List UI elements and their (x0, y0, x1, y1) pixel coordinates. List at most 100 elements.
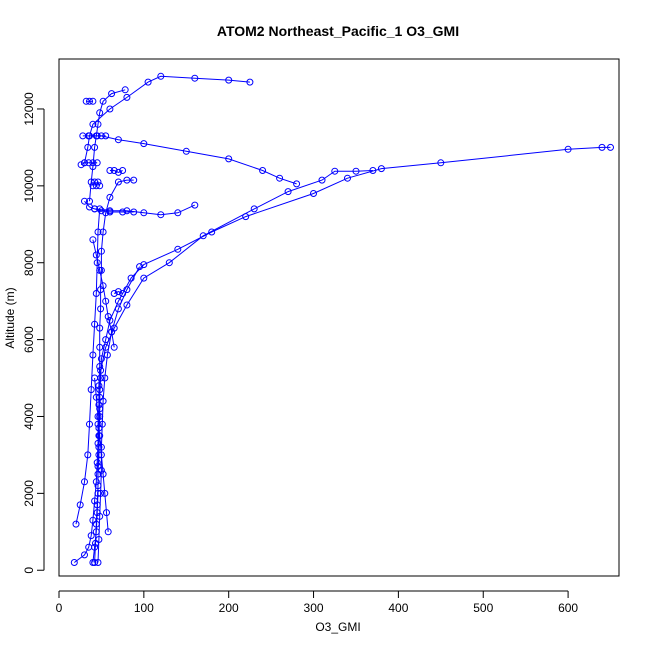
data-point (96, 324, 104, 332)
data-point (104, 313, 112, 320)
data-point (91, 178, 99, 186)
data-point (95, 401, 103, 409)
data-point (114, 178, 122, 186)
data-point (165, 259, 173, 267)
y-tick-label: 12000 (22, 92, 36, 126)
data-point (89, 120, 97, 128)
data-point (598, 143, 606, 151)
data-point (157, 72, 165, 80)
data-point (140, 274, 148, 282)
data-point (97, 207, 105, 215)
series-12 (94, 263, 144, 566)
data-point (70, 559, 78, 566)
data-point (123, 207, 131, 215)
data-point (97, 451, 105, 459)
data-point (106, 193, 114, 201)
series-line (94, 377, 109, 532)
data-point (191, 201, 199, 209)
data-point (140, 209, 148, 217)
data-point (96, 432, 104, 440)
data-point (102, 132, 110, 140)
data-point (89, 182, 97, 190)
data-point (92, 393, 100, 401)
x-axis-label: O3_GMI (315, 620, 360, 634)
data-point (97, 355, 105, 363)
x-tick-label: 300 (304, 601, 324, 615)
data-point (106, 167, 114, 174)
data-point (114, 288, 122, 296)
data-point (182, 147, 190, 155)
data-point (94, 559, 102, 566)
data-point (191, 74, 199, 82)
data-point (97, 466, 105, 474)
data-point (89, 236, 97, 244)
data-point (119, 208, 127, 216)
data-point (246, 78, 254, 86)
series-line (89, 89, 126, 202)
series-3 (91, 167, 377, 566)
series-line (92, 146, 611, 563)
data-point (77, 161, 85, 169)
x-tick-label: 600 (558, 601, 578, 615)
data-point (259, 167, 267, 174)
data-point (208, 228, 216, 236)
data-point (86, 420, 93, 428)
data-point (87, 532, 95, 540)
series-18 (91, 374, 112, 536)
data-point (136, 263, 144, 271)
data-point (85, 159, 93, 167)
data-point (96, 205, 104, 213)
x-axis: 0 100 200 300 400 500 600 (56, 590, 578, 615)
data-point (97, 305, 105, 313)
series-line (84, 200, 134, 213)
data-point (110, 167, 118, 174)
data-point (437, 159, 445, 167)
data-point (110, 343, 118, 351)
y-tick-label: 10000 (22, 169, 36, 203)
data-point (99, 228, 107, 236)
data-point (91, 543, 99, 551)
y-axis-label: Altitude (m) (3, 287, 17, 348)
series-line (74, 179, 134, 563)
data-point (81, 159, 88, 167)
chart-title: ATOM2 Northeast_Pacific_1 O3_GMI (217, 23, 459, 39)
series-layer (70, 72, 614, 566)
x-tick-label: 400 (388, 601, 408, 615)
data-point (119, 290, 127, 297)
data-point (101, 489, 109, 497)
data-point (97, 247, 105, 255)
series-17 (110, 288, 127, 297)
data-point (130, 176, 138, 184)
data-point (91, 320, 99, 328)
data-point (114, 136, 122, 144)
data-point (284, 188, 292, 196)
data-point (91, 374, 99, 382)
data-point (92, 251, 100, 259)
series-5 (81, 72, 254, 167)
data-point (84, 451, 92, 459)
data-point (103, 509, 110, 517)
series-14 (82, 97, 97, 105)
data-point (318, 176, 326, 184)
data-point (123, 286, 131, 294)
data-point (84, 143, 92, 151)
data-point (89, 97, 97, 105)
data-point (157, 211, 165, 219)
data-point (97, 489, 105, 497)
series-line (88, 135, 297, 185)
data-point (99, 282, 107, 290)
series-2 (89, 143, 614, 566)
data-point (123, 93, 131, 101)
data-point (94, 178, 102, 186)
series-line (97, 266, 141, 563)
data-point (94, 120, 102, 128)
series-16 (106, 167, 127, 176)
data-point (174, 209, 182, 217)
data-point (92, 290, 100, 297)
data-point (114, 168, 122, 176)
data-point (108, 90, 116, 98)
data-point (104, 528, 112, 536)
data-point (94, 228, 102, 236)
series-line (94, 204, 196, 216)
data-point (95, 536, 103, 543)
